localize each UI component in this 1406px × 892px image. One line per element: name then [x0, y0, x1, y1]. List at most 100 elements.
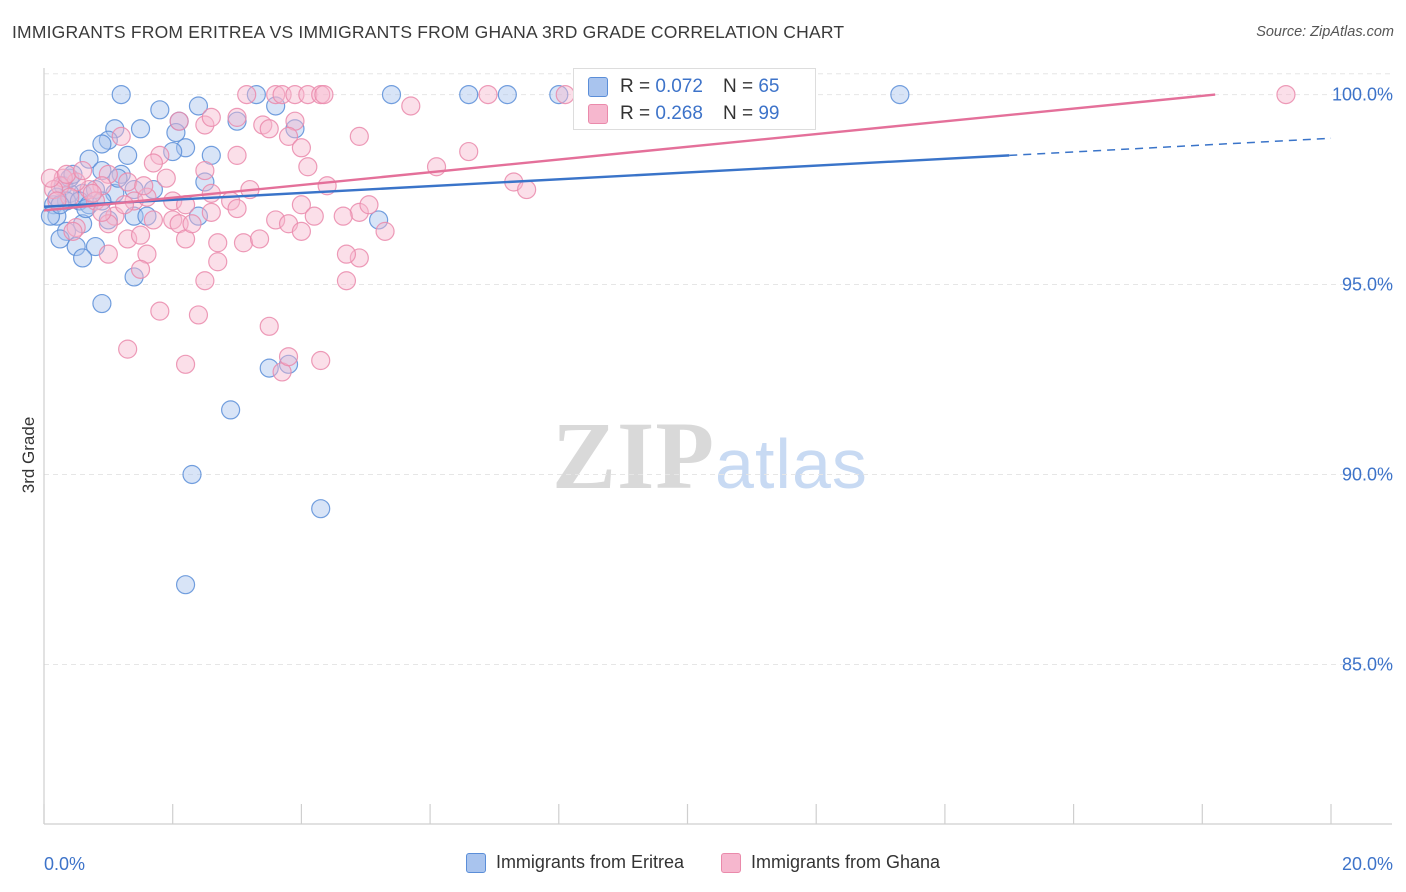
ghana-point — [349, 126, 369, 146]
ghana-point — [134, 176, 154, 196]
eritrea-point — [150, 100, 170, 120]
ghana-point — [175, 354, 196, 374]
legend: Immigrants from Eritrea Immigrants from … — [0, 852, 1406, 878]
ghana-point — [359, 195, 379, 215]
ghana-point — [150, 145, 170, 165]
ghana-point — [298, 157, 318, 177]
ghana-point — [98, 214, 118, 234]
eritrea-point — [259, 358, 279, 378]
eritrea-point — [92, 134, 112, 154]
ghana-point — [336, 244, 357, 264]
eritrea-point — [369, 210, 389, 230]
x-tick-label: 20.0% — [1342, 854, 1393, 874]
ghana-point — [182, 214, 202, 234]
ghana-point — [195, 271, 215, 291]
points-layer — [40, 84, 1296, 595]
chart-title: IMMIGRANTS FROM ERITREA VS IMMIGRANTS FR… — [12, 22, 845, 42]
eritrea-point — [92, 293, 112, 314]
ghana-point — [143, 153, 163, 173]
ghana-point — [555, 84, 575, 105]
ghana-point — [349, 202, 369, 222]
ghana-point — [98, 164, 118, 184]
stats-r-value: 0.072 — [655, 76, 703, 97]
ghana-point — [73, 160, 93, 181]
eritrea-point — [108, 168, 128, 188]
ghana-point — [278, 126, 299, 146]
eritrea-point — [175, 138, 196, 158]
ghana-point — [259, 119, 279, 139]
legend-item-eritrea[interactable]: Immigrants from Eritrea — [465, 852, 684, 873]
legend-swatch-eritrea — [465, 852, 486, 873]
stats-swatch-ghana — [588, 104, 608, 124]
ghana-point — [375, 221, 395, 241]
stats-r-label: R = — [620, 76, 651, 97]
ghana-point — [333, 206, 353, 226]
ghana-point — [349, 248, 369, 268]
stats-row-ghana: R = 0.268 N = 99 — [588, 101, 779, 127]
eritrea-point — [266, 96, 286, 116]
eritrea-point — [130, 119, 151, 139]
ghana-point — [517, 179, 537, 200]
ghana-point — [118, 229, 138, 249]
watermark-zip: ZIP — [552, 402, 716, 509]
y-tick-label: 90.0% — [1342, 464, 1393, 484]
ghana-point — [336, 271, 357, 291]
ghana-point — [208, 252, 228, 272]
ghana-point — [130, 225, 151, 245]
ghana-point — [66, 217, 86, 238]
legend-item-ghana[interactable]: Immigrants from Ghana — [721, 852, 940, 873]
ghana-point — [130, 259, 151, 279]
eritrea-point — [166, 122, 186, 143]
ghana-point — [114, 195, 135, 215]
stats-n-label: N = — [722, 76, 754, 97]
source-label: Source: ZipAtlas.com — [1256, 24, 1394, 40]
legend-label-ghana: Immigrants from Ghana — [751, 852, 941, 872]
eritrea-point — [497, 84, 517, 105]
ghana-point — [227, 107, 247, 127]
axis-layer — [43, 68, 1392, 825]
ghana-point — [150, 301, 170, 321]
trend-layer — [43, 93, 1332, 212]
ghana-point — [233, 233, 254, 253]
ghana-point — [156, 168, 176, 188]
ghana-point — [401, 96, 421, 116]
ghana-point — [478, 84, 498, 105]
y-tick-label: 95.0% — [1342, 275, 1393, 295]
ghana-point — [195, 115, 215, 135]
stats-n-label: N = — [722, 103, 754, 124]
ghana-point — [111, 126, 131, 146]
ghana-point — [201, 107, 221, 127]
ghana-point — [459, 141, 479, 162]
y-tick-label: 100.0% — [1332, 85, 1393, 105]
eritrea-point — [175, 575, 196, 595]
ghana-point — [56, 164, 77, 184]
eritrea-point — [195, 172, 215, 192]
ghana-point — [291, 138, 311, 158]
eritrea-point — [278, 354, 299, 374]
ghana-point — [227, 198, 247, 219]
eritrea-point — [73, 248, 93, 268]
ghana-point — [169, 111, 189, 131]
watermark-atlas: atlas — [715, 425, 868, 503]
stats-row-eritrea: R = 0.072 N = 65 — [588, 74, 779, 100]
label-layer: 85.0% 90.0% 95.0% 100.0% 0.0% 20.0% 3rd Grade — [19, 85, 1393, 874]
ghana-point — [201, 202, 221, 222]
eritrea-point — [56, 221, 77, 241]
eritrea-point — [246, 84, 266, 105]
eritrea-point — [188, 96, 209, 116]
eritrea-point — [285, 119, 305, 139]
ghana-point — [314, 84, 334, 105]
eritrea-point — [459, 84, 479, 105]
eritrea-point — [188, 206, 209, 226]
ghana-point — [266, 84, 286, 105]
ghana-point — [63, 221, 83, 241]
ghana-point — [1276, 84, 1296, 105]
eritrea-point — [890, 84, 910, 105]
stats-r-value: 0.268 — [655, 103, 703, 124]
eritrea-point — [381, 84, 402, 105]
legend-label-eritrea: Immigrants from Eritrea — [495, 852, 684, 872]
eritrea-point — [182, 464, 202, 485]
ghana-point — [227, 145, 247, 165]
eritrea-point — [124, 267, 144, 287]
legend-swatch-ghana — [721, 852, 741, 873]
